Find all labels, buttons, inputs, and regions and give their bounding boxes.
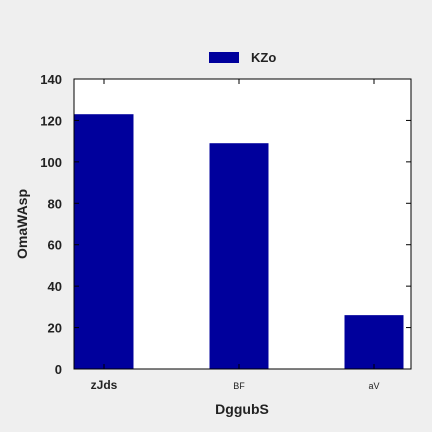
y-tick-label: 0 xyxy=(55,362,62,377)
x-tick-label: zJds xyxy=(91,378,118,392)
legend: KZo xyxy=(209,50,276,65)
y-tick-label: 120 xyxy=(40,113,62,128)
x-tick-label: BF xyxy=(233,381,245,391)
x-axis-title: DggubS xyxy=(215,401,269,417)
y-axis-title: OmaWAsp xyxy=(14,189,30,259)
y-tick-label: 60 xyxy=(48,238,62,253)
legend-label: KZo xyxy=(251,50,276,65)
y-tick-label: 80 xyxy=(48,196,62,211)
bar-zJds xyxy=(75,114,134,369)
y-tick-label: 100 xyxy=(40,155,62,170)
bar-aV xyxy=(345,315,404,369)
y-tick-label: 20 xyxy=(48,321,62,336)
y-tick-label: 140 xyxy=(40,72,62,87)
y-tick-label: 40 xyxy=(48,279,62,294)
legend-swatch xyxy=(209,52,239,63)
x-tick-label: aV xyxy=(368,381,379,391)
bar-BF xyxy=(210,143,269,369)
